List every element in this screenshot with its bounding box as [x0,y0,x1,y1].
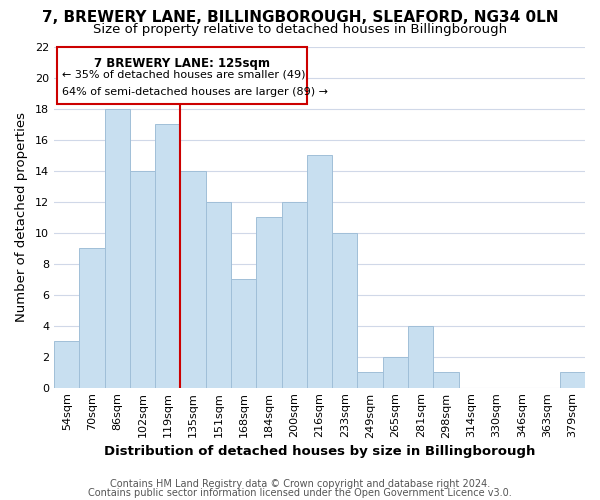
Bar [181,170,206,388]
Text: Contains HM Land Registry data © Crown copyright and database right 2024.: Contains HM Land Registry data © Crown c… [110,479,490,489]
Text: 7 BREWERY LANE: 125sqm: 7 BREWERY LANE: 125sqm [94,58,270,70]
Bar [104,108,130,388]
Bar [206,202,231,388]
Bar [54,341,79,388]
Bar [256,217,281,388]
Bar [79,248,104,388]
Bar [383,356,408,388]
Text: Size of property relative to detached houses in Billingborough: Size of property relative to detached ho… [93,22,507,36]
Bar [433,372,458,388]
Text: 7, BREWERY LANE, BILLINGBOROUGH, SLEAFORD, NG34 0LN: 7, BREWERY LANE, BILLINGBOROUGH, SLEAFOR… [42,10,558,25]
Bar [281,202,307,388]
Bar [560,372,585,388]
Bar [231,279,256,388]
Bar [130,170,155,388]
Bar [408,326,433,388]
Bar [332,232,358,388]
Text: ← 35% of detached houses are smaller (49): ← 35% of detached houses are smaller (49… [62,70,305,80]
Bar [358,372,383,388]
Bar [307,155,332,388]
FancyBboxPatch shape [56,46,307,104]
Y-axis label: Number of detached properties: Number of detached properties [15,112,28,322]
X-axis label: Distribution of detached houses by size in Billingborough: Distribution of detached houses by size … [104,444,535,458]
Text: Contains public sector information licensed under the Open Government Licence v3: Contains public sector information licen… [88,488,512,498]
Text: 64% of semi-detached houses are larger (89) →: 64% of semi-detached houses are larger (… [62,87,328,97]
Bar [155,124,181,388]
